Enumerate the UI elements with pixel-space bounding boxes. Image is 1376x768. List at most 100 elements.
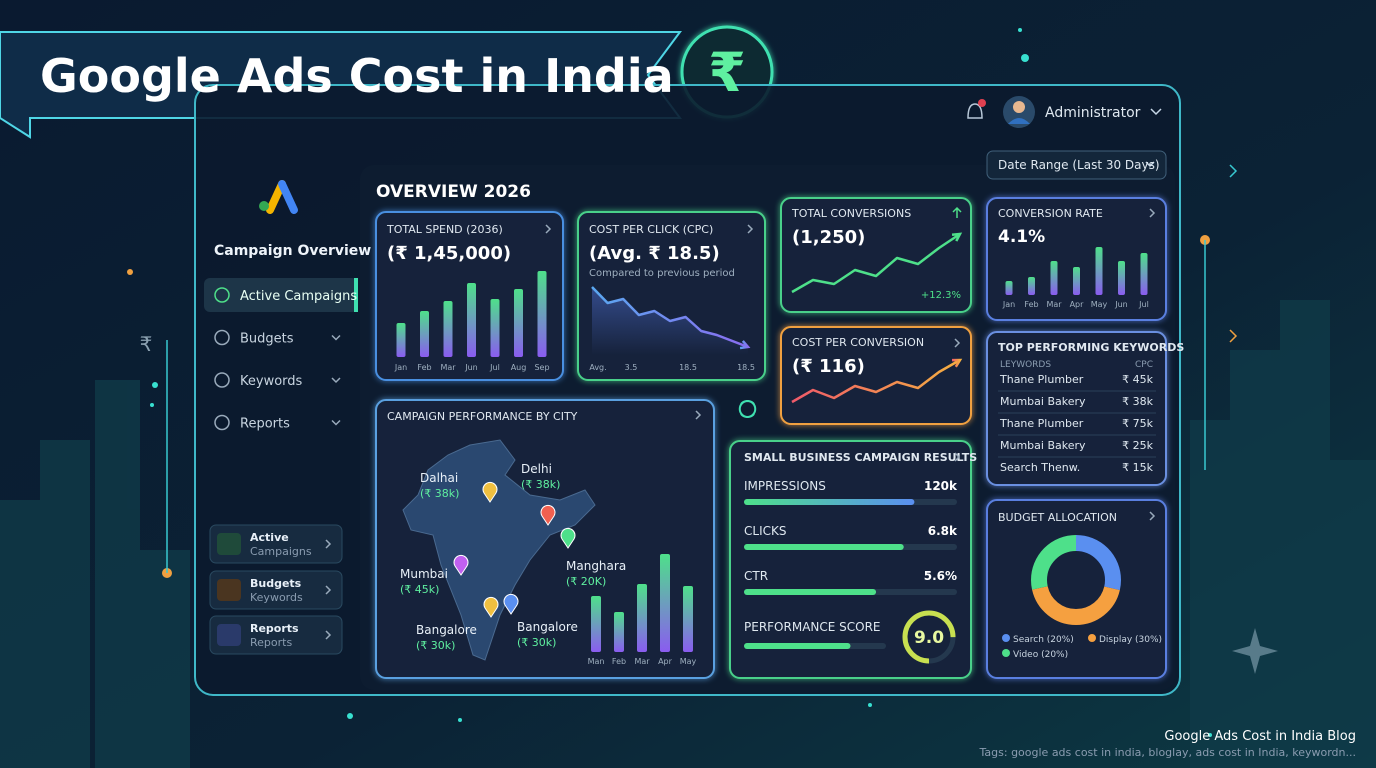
table-header: CPC [1135,360,1153,370]
card-chevron[interactable] [695,410,702,420]
banner-title: Google Ads Cost in India [40,49,674,103]
skyline [0,300,1376,768]
menu-item[interactable]: Budgets [240,332,294,347]
card-title: COST PER CONVERSION [792,336,924,349]
x-tick-label: 18.5 [737,363,755,372]
menu-item[interactable]: Reports [240,417,290,432]
shortcut-title[interactable]: Reports [250,622,299,635]
section-title: OVERVIEW 2026 [376,182,531,202]
bar [490,299,500,357]
sidebar-title: Campaign Overview [214,243,371,259]
x-tick-label: May [1091,300,1108,309]
donut-segment [1031,535,1121,625]
bar [614,612,624,652]
card-title: SMALL BUSINESS CAMPAIGN RESULTS [744,451,977,464]
bar [420,311,429,357]
donut-segment [1031,535,1121,625]
city-value: (₹ 30k) [416,639,455,652]
menu-item[interactable]: Keywords [240,374,303,389]
sparkle [1232,628,1278,674]
card-chevron[interactable] [1149,511,1156,521]
footer-title: Google Ads Cost in India Blog [1164,729,1356,744]
card-chevron[interactable] [747,224,754,234]
card [986,331,1167,486]
shortcut-icon [217,533,241,555]
refresh-icon[interactable] [738,400,757,418]
user-menu-chevron[interactable] [1150,108,1162,116]
decor-dots [127,28,1212,737]
bar [1095,247,1103,295]
bar [660,554,670,652]
date-range[interactable]: Date Range (Last 30 Days) [998,158,1160,172]
x-tick-label: Mar [440,363,456,372]
menu-chevron[interactable] [331,334,341,341]
shortcut-title[interactable]: Active [250,531,289,544]
user-name[interactable]: Administrator [1045,105,1141,121]
card-chevron[interactable] [1149,208,1156,218]
menu-icon [214,372,230,388]
x-tick-label: Apr [658,657,673,666]
card-chevron[interactable] [545,224,552,234]
metric-name: CTR [744,569,768,583]
up-arrow [952,206,962,218]
x-tick-label: Jul [489,363,500,372]
map-pin [503,593,519,615]
shortcut-subtitle: Campaigns [250,545,312,558]
map-pin [560,527,576,549]
card-chevron[interactable] [954,338,961,348]
x-tick-label: Feb [1024,300,1038,309]
x-tick-label: Feb [612,657,626,666]
metric-value: 5.6% [924,569,957,583]
bar [443,301,453,357]
city-value: (₹ 20K) [566,575,606,588]
city-value: (₹ 45k) [400,583,439,596]
legend-dot [1002,634,1010,642]
line [791,358,961,404]
menu-icon [214,287,230,303]
x-tick-label: Mar [634,657,650,666]
menu-item[interactable]: Active Campaigns [240,289,357,304]
x-tick-label: 18.5 [679,363,697,372]
shortcut-card[interactable] [209,570,343,610]
menu-chevron[interactable] [331,377,341,384]
x-tick-label: Aug [511,363,527,372]
city-name: Bangalore [517,620,578,634]
card-value: (₹ 1,45,000) [387,243,511,264]
keyword-cpc: ₹ 45k [1122,373,1153,386]
card-subtitle: Compared to previous period [589,268,735,279]
menu-chevron[interactable] [331,419,341,426]
keyword-cpc: ₹ 15k [1122,461,1153,474]
keyword-cpc: ₹ 25k [1122,439,1153,452]
date-range-button[interactable] [986,150,1167,180]
card-chevron[interactable] [325,630,332,640]
progress-bar [744,544,904,550]
shortcut-title[interactable]: Budgets [250,577,302,590]
card-title: TOP PERFORMING KEYWORDS [998,341,1184,354]
shortcut-icon [217,579,241,601]
legend-label: Display (30%) [1099,635,1162,645]
keyword: Search Thenw. [1000,461,1080,474]
shortcut-card[interactable] [209,615,343,655]
card [780,326,972,425]
date-chevron [1145,161,1155,168]
bar [1073,267,1080,295]
metric-name: CLICKS [744,524,786,538]
card-chevron[interactable] [325,585,332,595]
shortcut-card[interactable] [209,524,343,564]
side-rupee: ₹ [140,332,153,356]
card-chevron[interactable] [325,539,332,549]
bar [537,271,547,357]
city-name: Delhi [521,462,552,476]
gauge [902,610,956,664]
arrow-head [951,358,963,368]
card-value: (1,250) [792,227,865,248]
bar [1005,281,1013,295]
bell-icon[interactable] [967,99,986,119]
city-name: Dalhai [420,471,458,485]
card-value: 4.1% [998,227,1045,247]
city-name: Bangalore [416,623,477,637]
avatar[interactable] [1003,96,1035,128]
card-chevron[interactable] [954,452,961,462]
keyword: Mumbai Bakery [1000,439,1086,452]
